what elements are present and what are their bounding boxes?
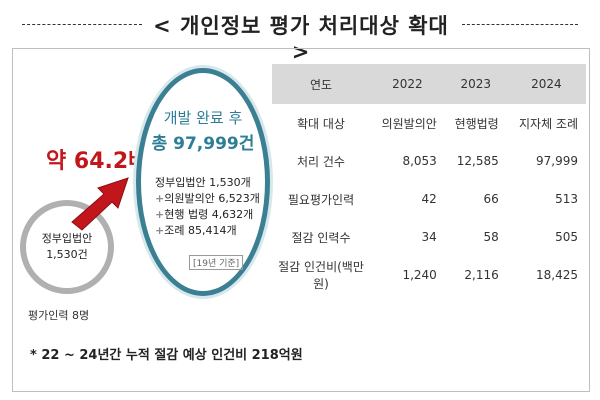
breakdown-item: 정부입법안 1,530개 xyxy=(155,176,251,189)
after-circle: 개발 완료 후 총 97,999건 정부입법안 1,530개 +의원발의안 6,… xyxy=(136,68,270,296)
before-caption: 평가인력 8명 xyxy=(28,309,90,322)
breakdown-item: +의원발의안 6,523개 xyxy=(155,192,260,205)
table-cell: 현행법령 xyxy=(454,116,499,131)
breakdown-item: +조례 85,414개 xyxy=(155,224,237,237)
after-heading: 개발 완료 후 xyxy=(163,109,243,127)
column-header: 연도 xyxy=(272,64,370,104)
column-header: 2024 xyxy=(506,64,586,104)
table-row: 확대 대상 의원발의안 현행법령 지자체 조례 xyxy=(272,104,586,142)
breakdown-item: +현행 법령 4,632개 xyxy=(155,208,254,221)
table-cell: 8,053 xyxy=(402,154,437,168)
after-total: 총 97,999건 xyxy=(151,134,255,154)
table-cell: 의원발의안 xyxy=(381,116,437,131)
multiplier-label: 약 64.2배 xyxy=(46,149,149,174)
table-cell: 2,116 xyxy=(464,268,499,282)
column-header: 2023 xyxy=(444,64,507,104)
table-cell: 42 xyxy=(421,192,437,206)
row-header: 처리 건수 xyxy=(297,154,345,169)
content-frame xyxy=(12,48,590,392)
table-cell: 12,585 xyxy=(456,154,499,168)
before-label: 정부입법안 xyxy=(41,232,93,245)
table-cell: 513 xyxy=(555,192,578,206)
page-title: < 개인정보 평가 처리대상 확대 > xyxy=(153,14,449,64)
table-cell: 505 xyxy=(555,230,578,244)
table-header-row: 연도 2022 2023 2024 xyxy=(272,64,586,104)
title-bar: < 개인정보 평가 처리대상 확대 > xyxy=(0,6,600,64)
expansion-table: 연도 2022 2023 2024 확대 대상 의원발의안 현행법령 지자체 조… xyxy=(272,64,586,294)
table-cell: 97,999 xyxy=(536,154,578,168)
row-header: 확대 대상 xyxy=(297,116,345,131)
growth-arrow-icon xyxy=(71,177,129,231)
savings-footnote: * 22 ~ 24년간 누적 절감 예상 인건비 218억원 xyxy=(30,348,303,363)
row-header: 필요평가인력 xyxy=(287,192,355,207)
baseline-note: [19년 기준] xyxy=(189,255,244,270)
table-cell: 58 xyxy=(483,230,499,244)
row-header: 절감 인력수 xyxy=(291,230,351,245)
title-rule-left xyxy=(22,24,142,25)
table-row: 절감 인건비(백만원) 1,240 2,116 18,425 xyxy=(272,256,586,294)
table-cell: 18,425 xyxy=(536,268,578,282)
table-cell: 34 xyxy=(421,230,437,244)
table-row: 처리 건수 8,053 12,585 97,999 xyxy=(272,142,586,180)
table-cell: 1,240 xyxy=(402,268,437,282)
table-cell: 66 xyxy=(483,192,499,206)
before-circle: 정부입법안 1,530건 xyxy=(20,200,114,294)
after-breakdown: 정부입법안 1,530개 +의원발의안 6,523개 +현행 법령 4,632개… xyxy=(155,175,265,239)
title-rule-right xyxy=(462,24,578,25)
table-cell: 지자체 조례 xyxy=(518,116,578,131)
row-header: 절감 인건비(백만원) xyxy=(278,260,364,291)
before-count: 1,530건 xyxy=(46,248,88,261)
table-row: 절감 인력수 34 58 505 xyxy=(272,218,586,256)
column-header: 2022 xyxy=(370,64,445,104)
table-row: 필요평가인력 42 66 513 xyxy=(272,180,586,218)
